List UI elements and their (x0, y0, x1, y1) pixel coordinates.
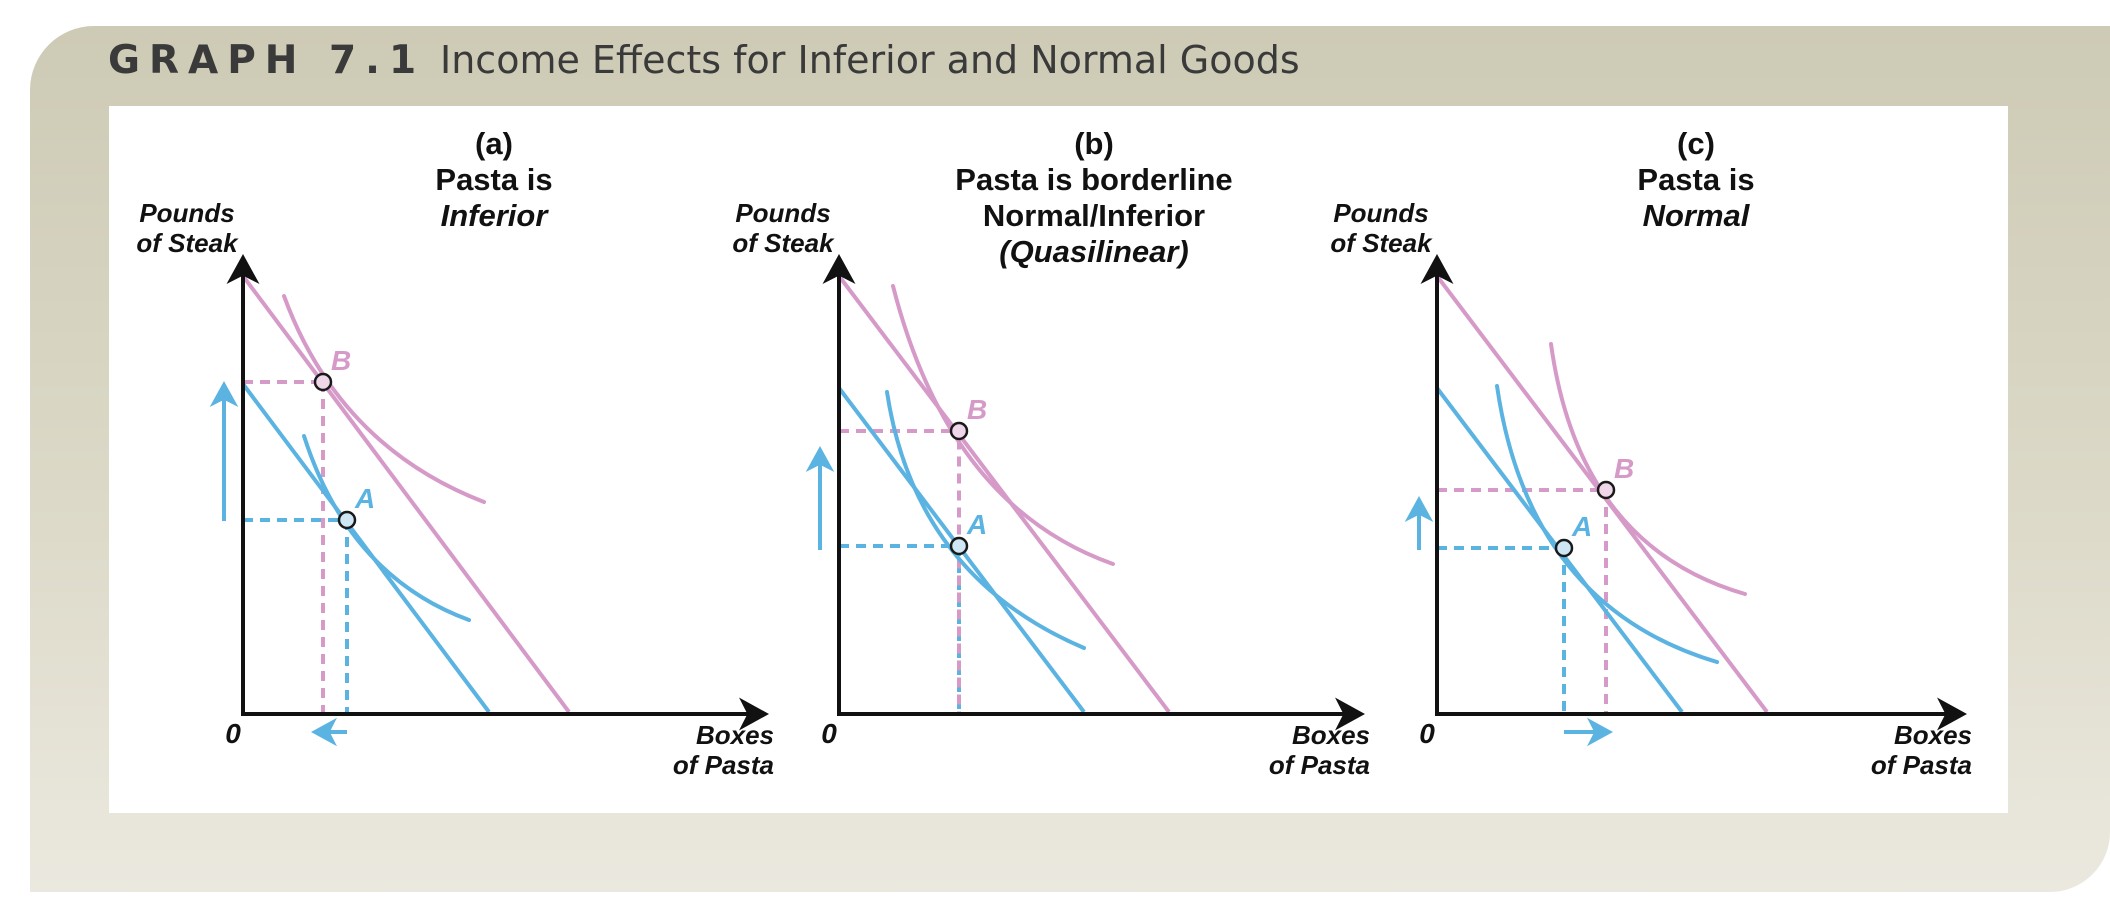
y-axis-label: of Steak (136, 228, 239, 258)
indifference-curve-b (282, 294, 486, 504)
x-axis-label: of Pasta (1871, 750, 1972, 780)
y-axis-label: Pounds (735, 198, 830, 228)
y-axis-arrowhead (822, 254, 856, 284)
point-a-marker (1554, 538, 1574, 558)
panel-title-line: Normal/Inferior (983, 198, 1205, 233)
point-b-marker (1596, 480, 1616, 500)
x-axis-arrowhead (739, 697, 769, 731)
pasta-change-arrowhead (1587, 717, 1613, 747)
y-axis-label: Pounds (1333, 198, 1428, 228)
x-axis-label: Boxes (1292, 720, 1370, 750)
point-b-label: B (1614, 453, 1634, 484)
x-axis-label: Boxes (1894, 720, 1972, 750)
y-axis-label: of Steak (732, 228, 835, 258)
graph-number: GRAPH 7.1 (108, 38, 426, 83)
panel-title-line: Normal (1643, 198, 1751, 233)
panel-letter: (b) (1074, 126, 1114, 161)
steak-change-arrowhead (805, 446, 835, 472)
point-b-marker (313, 372, 333, 392)
pasta-change-arrowhead (311, 717, 337, 747)
panel-title-line: Pasta is (435, 162, 552, 197)
point-a-label: A (1571, 511, 1592, 542)
y-axis-arrowhead (226, 254, 260, 284)
point-a-label: A (966, 509, 987, 540)
panel-title-line: (Quasilinear) (999, 234, 1189, 269)
panel-letter: (a) (475, 126, 513, 161)
x-axis-label: of Pasta (673, 750, 774, 780)
point-b-label: B (967, 394, 987, 425)
steak-change-arrowhead (209, 381, 239, 407)
indifference-curve-b (891, 284, 1115, 566)
graph-panel-area: (a) Pasta is Inferior Pounds of Steak Boxes of… (109, 106, 2008, 813)
indifference-curve-a (302, 434, 471, 622)
steak-change-arrowhead (1404, 496, 1434, 522)
indifference-curve-a (1495, 384, 1719, 664)
x-axis-arrowhead (1937, 697, 1967, 731)
panel-letter: (c) (1677, 126, 1715, 161)
point-b-label: B (331, 345, 351, 376)
origin-label: 0 (821, 718, 837, 749)
panel-b: (b)Pasta is borderlineNormal/Inferior(Qu… (732, 126, 1370, 780)
point-a-marker (337, 510, 357, 530)
graph-title: GRAPH 7.1 Income Effects for Inferior an… (108, 38, 1300, 83)
x-axis-arrowhead (1335, 697, 1365, 731)
graph-caption: Income Effects for Inferior and Normal G… (440, 38, 1300, 82)
y-axis-label: of Steak (1330, 228, 1433, 258)
origin-label: 0 (225, 718, 241, 749)
x-axis-label: Boxes (696, 720, 774, 750)
panel-title-line: Pasta is (1637, 162, 1754, 197)
y-axis-label: Pounds (139, 198, 234, 228)
y-axis-arrowhead (1420, 254, 1454, 284)
new-budget-line (241, 274, 571, 714)
point-a-marker (949, 536, 969, 556)
x-axis-label: of Pasta (1269, 750, 1370, 780)
panel-title-line: Pasta is borderline (955, 162, 1232, 197)
point-a-label: A (354, 483, 375, 514)
point-b-marker (949, 421, 969, 441)
origin-label: 0 (1419, 718, 1435, 749)
indifference-curve-b (1549, 342, 1747, 596)
panel-title-line: Inferior (441, 198, 550, 233)
